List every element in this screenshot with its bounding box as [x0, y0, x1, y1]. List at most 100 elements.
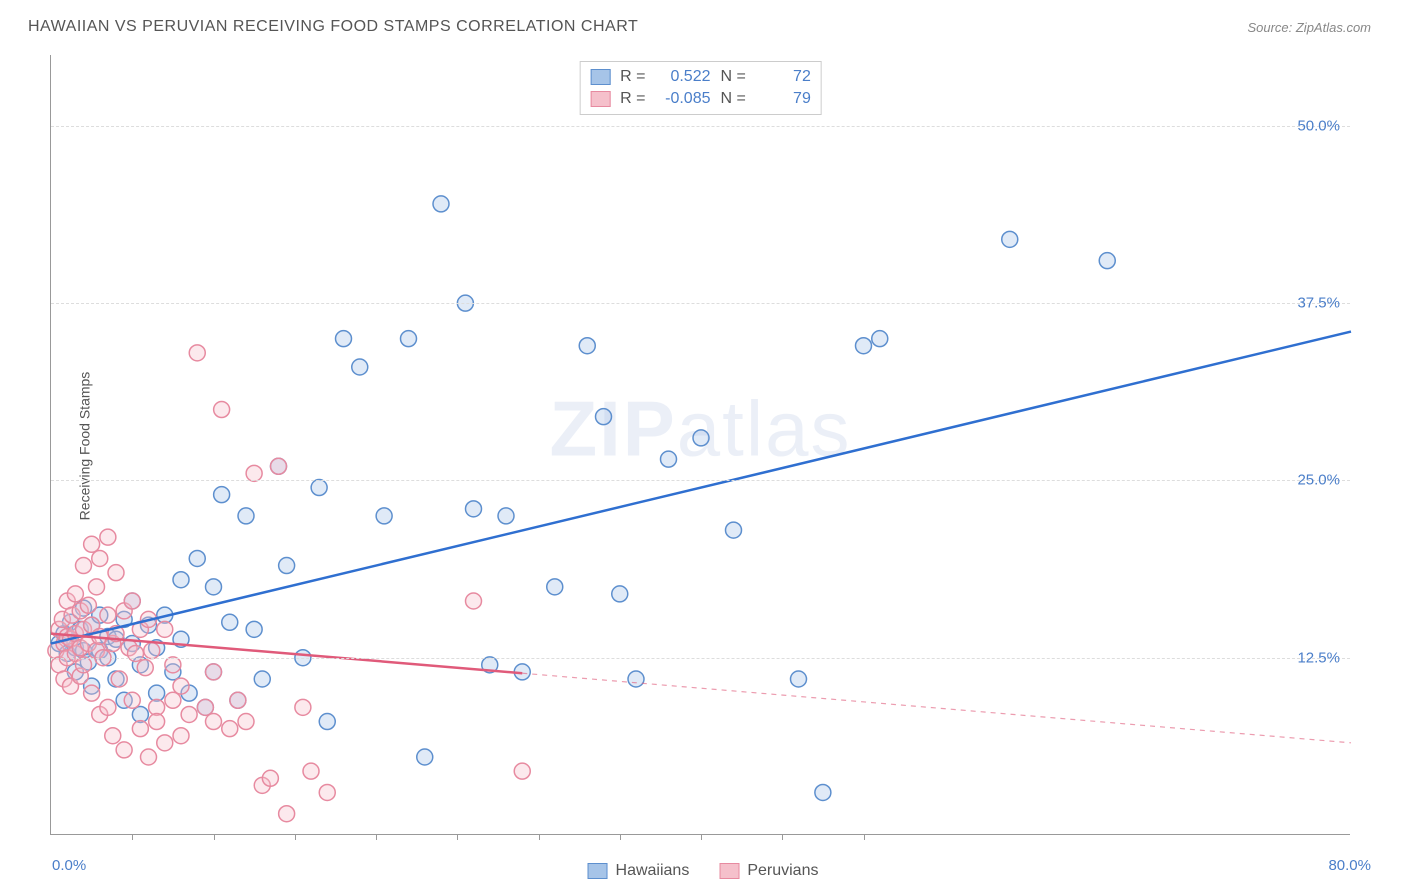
trend-line — [51, 332, 1351, 644]
scatter-point — [466, 501, 482, 517]
scatter-plot: ZIPatlas R =0.522N =72R =-0.085N =79 12.… — [50, 55, 1350, 835]
scatter-point — [230, 692, 246, 708]
scatter-point — [319, 714, 335, 730]
scatter-point — [1002, 231, 1018, 247]
legend-row: R =0.522N =72 — [590, 66, 811, 88]
scatter-point — [84, 685, 100, 701]
scatter-point — [466, 593, 482, 609]
scatter-point — [92, 550, 108, 566]
source-attribution: Source: ZipAtlas.com — [1247, 20, 1371, 35]
scatter-point — [100, 607, 116, 623]
scatter-point — [401, 331, 417, 347]
scatter-point — [189, 550, 205, 566]
series-legend: Hawaiians Peruvians — [588, 862, 819, 880]
x-tick — [214, 834, 215, 840]
scatter-point — [222, 614, 238, 630]
scatter-point — [206, 664, 222, 680]
x-tick — [620, 834, 621, 840]
scatter-point — [100, 699, 116, 715]
x-tick — [864, 834, 865, 840]
scatter-point — [124, 593, 140, 609]
scatter-point — [165, 657, 181, 673]
scatter-point — [197, 699, 213, 715]
scatter-point — [514, 763, 530, 779]
trend-line-extrapolated — [522, 673, 1351, 743]
x-tick — [782, 834, 783, 840]
scatter-point — [579, 338, 595, 354]
scatter-point — [262, 770, 278, 786]
scatter-point — [726, 522, 742, 538]
scatter-point — [815, 784, 831, 800]
scatter-point — [612, 586, 628, 602]
x-axis-max-label: 80.0% — [1328, 857, 1371, 874]
legend-series-name: Peruvians — [747, 862, 818, 880]
scatter-point — [872, 331, 888, 347]
gridline — [51, 658, 1350, 659]
legend-item: Hawaiians — [588, 862, 690, 880]
scatter-point — [417, 749, 433, 765]
scatter-point — [271, 458, 287, 474]
scatter-point — [189, 345, 205, 361]
scatter-point — [376, 508, 392, 524]
scatter-point — [157, 735, 173, 751]
scatter-point — [279, 806, 295, 822]
legend-r-value: -0.085 — [656, 90, 711, 108]
y-tick-label: 50.0% — [1297, 117, 1340, 134]
legend-series-name: Hawaiians — [616, 862, 690, 880]
scatter-point — [76, 558, 92, 574]
y-tick-label: 25.0% — [1297, 472, 1340, 489]
scatter-point — [661, 451, 677, 467]
scatter-point — [132, 721, 148, 737]
scatter-point — [498, 508, 514, 524]
scatter-point — [80, 597, 96, 613]
legend-row: R = -0.085 N = 79 — [590, 88, 811, 110]
scatter-point — [149, 714, 165, 730]
scatter-point — [157, 621, 173, 637]
scatter-point — [693, 430, 709, 446]
legend-swatch — [590, 69, 610, 85]
scatter-point — [100, 529, 116, 545]
chart-title: HAWAIIAN VS PERUVIAN RECEIVING FOOD STAM… — [28, 18, 638, 36]
gridline — [51, 126, 1350, 127]
x-tick — [539, 834, 540, 840]
scatter-point — [791, 671, 807, 687]
scatter-point — [144, 643, 160, 659]
scatter-point — [596, 409, 612, 425]
y-tick-label: 37.5% — [1297, 295, 1340, 312]
legend-n-label: N = — [721, 90, 746, 108]
legend-r-value: 0.522 — [656, 68, 711, 86]
scatter-point — [1099, 253, 1115, 269]
scatter-point — [352, 359, 368, 375]
scatter-point — [84, 536, 100, 552]
legend-r-label: R = — [620, 90, 645, 108]
scatter-point — [108, 565, 124, 581]
scatter-point — [238, 714, 254, 730]
scatter-point — [76, 657, 92, 673]
scatter-point — [336, 331, 352, 347]
legend-swatch — [588, 863, 608, 879]
scatter-point — [254, 671, 270, 687]
scatter-point — [173, 678, 189, 694]
correlation-legend: R =0.522N =72 R = -0.085 N = 79 — [579, 61, 822, 115]
plot-svg — [51, 55, 1350, 834]
scatter-point — [165, 692, 181, 708]
x-tick — [295, 834, 296, 840]
gridline — [51, 480, 1350, 481]
scatter-point — [303, 763, 319, 779]
scatter-point — [173, 728, 189, 744]
x-tick — [376, 834, 377, 840]
scatter-point — [128, 645, 144, 661]
gridline — [51, 303, 1350, 304]
scatter-point — [116, 742, 132, 758]
scatter-point — [547, 579, 563, 595]
scatter-point — [124, 692, 140, 708]
scatter-point — [111, 671, 127, 687]
y-tick-label: 12.5% — [1297, 649, 1340, 666]
trend-line — [51, 634, 522, 674]
scatter-point — [206, 714, 222, 730]
scatter-point — [238, 508, 254, 524]
scatter-point — [105, 728, 121, 744]
legend-item: Peruvians — [719, 862, 818, 880]
scatter-point — [311, 480, 327, 496]
legend-n-value: 79 — [756, 90, 811, 108]
